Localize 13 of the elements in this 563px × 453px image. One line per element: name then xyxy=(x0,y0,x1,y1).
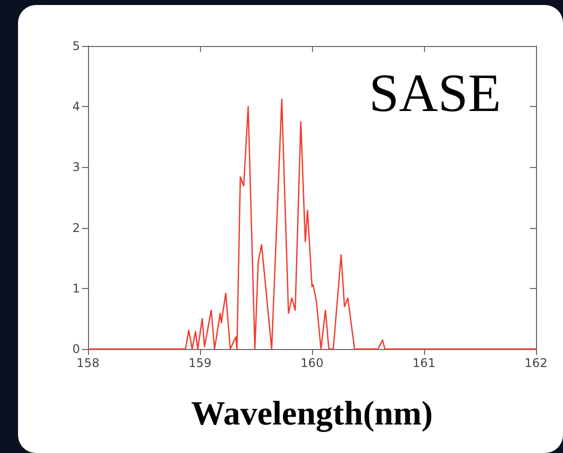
y-tick-label: 5 xyxy=(72,39,80,53)
x-tick-label: 159 xyxy=(188,356,212,370)
y-tick-label: 3 xyxy=(72,160,80,174)
y-tick-label: 4 xyxy=(72,100,80,114)
x-tick-label: 160 xyxy=(300,356,324,370)
y-tick-label: 0 xyxy=(72,342,80,356)
x-tick-label: 162 xyxy=(524,356,548,370)
y-tick-label: 2 xyxy=(72,220,80,235)
x-axis-title: Wavelength(nm) xyxy=(191,396,433,432)
x-tick-label: 161 xyxy=(412,356,436,370)
y-tick-label: 1 xyxy=(72,281,80,296)
x-tick-label: 158 xyxy=(76,356,100,370)
annotation: SASE xyxy=(368,63,501,123)
